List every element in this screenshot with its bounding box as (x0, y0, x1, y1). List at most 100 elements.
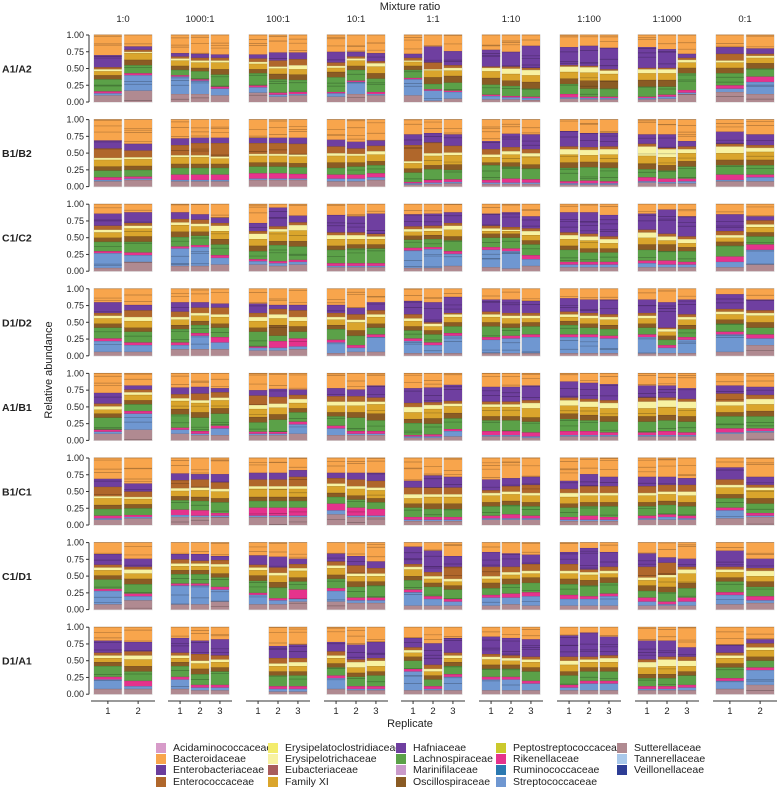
bar-segment-streptococcaceae (210, 515, 229, 517)
bar-segment-hafniaceae (94, 478, 122, 487)
bar-segment-erysipelotrichaceae (288, 154, 307, 157)
bar-segment-streptococcaceae (423, 345, 443, 354)
bar-segment-family-xi (346, 322, 366, 331)
bar-segment-oscillospiraceae (190, 570, 210, 575)
bar-segment-enterococcaceae (443, 312, 462, 315)
bar-segment-rikenellaceae (210, 255, 229, 258)
bar-segment-enterococcaceae (190, 57, 210, 61)
bar-segment-oscillospiraceae (366, 671, 385, 676)
bar-segment-family-xi (346, 60, 366, 66)
bar-segment-erysipelotrichaceae (268, 314, 288, 319)
bar-segment-hafniaceae (501, 51, 521, 67)
bar-segment-rikenellaceae (288, 507, 307, 516)
bar-segment-family-xi (746, 315, 774, 323)
bar-segment-streptococcaceae (268, 600, 288, 605)
bar-segment-bacteroidaceae (190, 458, 210, 475)
bar-segment-erysipelotrichaceae (94, 655, 122, 659)
bar-segment-enterococcaceae (210, 307, 229, 315)
bar-segment-family-xi (501, 73, 521, 81)
bar-segment-streptococcaceae (657, 435, 677, 437)
bar-segment-enterococcaceae (677, 484, 696, 492)
bar-segment-enterococcaceae (327, 651, 346, 656)
y-tick-label: 0.25 (66, 419, 84, 429)
bar-segment-rikenellaceae (501, 335, 521, 339)
bar-segment-enterococcaceae (346, 396, 366, 402)
bar-segment-oscillospiraceae (423, 330, 443, 335)
bar-segment-bacteroidaceae (423, 288, 443, 303)
bar-segment-rikenellaceae (599, 181, 618, 184)
bar-segment-sutterellaceae (404, 353, 423, 356)
bar-segment-enterococcaceae (288, 222, 307, 225)
bar-segment-streptococcaceae (327, 178, 346, 182)
bar-segment-bacteroidaceae (560, 542, 579, 552)
row-label: A1/A2 (2, 64, 32, 76)
bar-segment-erysipelotrichaceae (560, 235, 579, 240)
bar-segment-hafniaceae (482, 551, 501, 567)
bar-segment-family-xi (288, 666, 307, 672)
bar-segment-bacteroidaceae (288, 204, 307, 216)
bar-segment-streptococcaceae (560, 519, 579, 521)
bar-segment-bacteroidaceae (638, 204, 657, 214)
bar-segment-lachnospiraceae (443, 326, 462, 334)
bar-segment-oscillospiraceae (327, 71, 346, 78)
bar-segment-erysipelotrichaceae (443, 152, 462, 156)
bar-segment-hafniaceae (423, 133, 443, 143)
bar-segment-streptococcaceae (268, 688, 288, 692)
bar-segment-lachnospiraceae (579, 327, 599, 335)
bar-segment-enterococcaceae (657, 67, 677, 70)
bar-segment-streptococcaceae (677, 264, 696, 268)
bar-segment-erysipelotrichaceae (560, 492, 579, 497)
bar-segment-oscillospiraceae (482, 502, 501, 507)
bar-segment-hafniaceae (366, 641, 385, 659)
bar-segment-enterococcaceae (638, 67, 657, 70)
bar-segment-family-xi (346, 576, 366, 582)
bar-segment-erysipelotrichaceae (482, 404, 501, 407)
bar-segment-bacteroidaceae (579, 542, 599, 548)
bar-segment-hafniaceae (190, 53, 210, 58)
bar-segment-bacteroidaceae (746, 458, 774, 477)
bar-segment-family-xi (746, 151, 774, 160)
bar-segment-streptococcaceae (404, 436, 423, 438)
bar-segment-rikenellaceae (327, 588, 346, 591)
bar-segment-erysipelotrichaceae (249, 567, 268, 571)
bar-segment-lachnospiraceae (657, 251, 677, 261)
bar-segment-hafniaceae (657, 49, 677, 68)
bar-segment-lachnospiraceae (210, 502, 229, 513)
column-label: 1:0 (116, 14, 129, 25)
bar-segment-lachnospiraceae (482, 420, 501, 432)
bar-segment-family-xi (716, 487, 744, 495)
bar-segment-enterococcaceae (482, 66, 501, 68)
bar-segment-bacteroidaceae (190, 35, 210, 54)
bar-segment-sutterellaceae (327, 181, 346, 187)
bar-segment-enterococcaceae (404, 57, 423, 61)
bar-segment-enterococcaceae (501, 66, 521, 69)
bar-segment-hafniaceae (124, 558, 152, 567)
bar-segment-oscillospiraceae (560, 578, 579, 585)
bar-segment-family-xi (521, 573, 540, 578)
bar-segment-lachnospiraceae (288, 246, 307, 260)
bar-segment-sutterellaceae (521, 353, 540, 356)
bar-segment-bacteroidaceae (716, 119, 744, 132)
bar-segment-enterococcaceae (746, 53, 774, 56)
bar-segment-oscillospiraceae (404, 168, 423, 173)
bar-segment-hafniaceae (638, 299, 657, 313)
bar-segment-bacteroidaceae (171, 373, 190, 388)
bar-segment-streptococcaceae (599, 97, 618, 100)
bar-segment-enterococcaceae (423, 487, 443, 495)
bar-segment-lachnospiraceae (404, 69, 423, 78)
bar-segment-enterococcaceae (579, 233, 599, 237)
bar-segment-rikenellaceae (366, 263, 385, 266)
bar-segment-enterococcaceae (327, 62, 346, 66)
bar-segment-hafniaceae (579, 45, 599, 66)
bar-segment-family-xi (190, 315, 210, 321)
bar-segment-family-xi (560, 239, 579, 246)
bar-segment-family-xi (638, 408, 657, 417)
bar-segment-hafniaceae (579, 474, 599, 487)
bar-segment-streptococcaceae (677, 518, 696, 520)
bar-segment-lachnospiraceae (288, 167, 307, 174)
bar-segment-rikenellaceae (482, 179, 501, 183)
bar-segment-sutterellaceae (268, 265, 288, 272)
y-tick-label: 0.00 (66, 351, 84, 361)
bar-segment-lachnospiraceae (746, 586, 774, 597)
bar-segment-oscillospiraceae (171, 570, 190, 575)
